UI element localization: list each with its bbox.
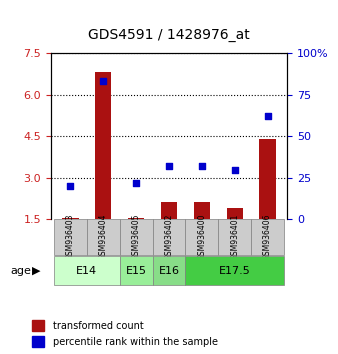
Bar: [32, 336, 44, 347]
Point: [101, 79, 106, 84]
FancyBboxPatch shape: [54, 256, 120, 285]
Text: ▶: ▶: [32, 266, 41, 276]
Text: GSM936401: GSM936401: [230, 214, 239, 261]
Text: E14: E14: [76, 266, 97, 276]
Text: age: age: [10, 266, 31, 276]
FancyBboxPatch shape: [251, 219, 284, 255]
Text: E15: E15: [126, 266, 147, 276]
Point: [166, 164, 172, 169]
Text: E16: E16: [159, 266, 179, 276]
Bar: [194, 202, 210, 219]
Bar: [161, 202, 177, 219]
Point: [68, 183, 73, 189]
Point: [232, 167, 237, 172]
Text: GSM936403: GSM936403: [66, 214, 75, 261]
Text: GSM936404: GSM936404: [99, 214, 108, 261]
Text: GDS4591 / 1428976_at: GDS4591 / 1428976_at: [88, 28, 250, 42]
Point: [265, 114, 270, 119]
FancyBboxPatch shape: [152, 219, 186, 255]
Bar: [226, 208, 243, 219]
FancyBboxPatch shape: [152, 256, 186, 285]
FancyBboxPatch shape: [186, 219, 218, 255]
Text: transformed count: transformed count: [53, 321, 144, 331]
FancyBboxPatch shape: [120, 256, 152, 285]
Bar: [95, 72, 112, 219]
Bar: [62, 218, 79, 219]
Text: GSM936405: GSM936405: [131, 214, 141, 261]
Text: percentile rank within the sample: percentile rank within the sample: [53, 337, 218, 347]
Text: GSM936402: GSM936402: [165, 214, 173, 261]
FancyBboxPatch shape: [186, 256, 284, 285]
Text: GSM936406: GSM936406: [263, 214, 272, 261]
Bar: [128, 218, 144, 219]
Text: GSM936400: GSM936400: [197, 214, 207, 261]
FancyBboxPatch shape: [54, 219, 87, 255]
Point: [199, 164, 204, 169]
Bar: [259, 138, 276, 219]
Text: E17.5: E17.5: [219, 266, 250, 276]
Bar: [32, 320, 44, 331]
FancyBboxPatch shape: [218, 219, 251, 255]
FancyBboxPatch shape: [87, 219, 120, 255]
Point: [134, 180, 139, 186]
FancyBboxPatch shape: [120, 219, 152, 255]
